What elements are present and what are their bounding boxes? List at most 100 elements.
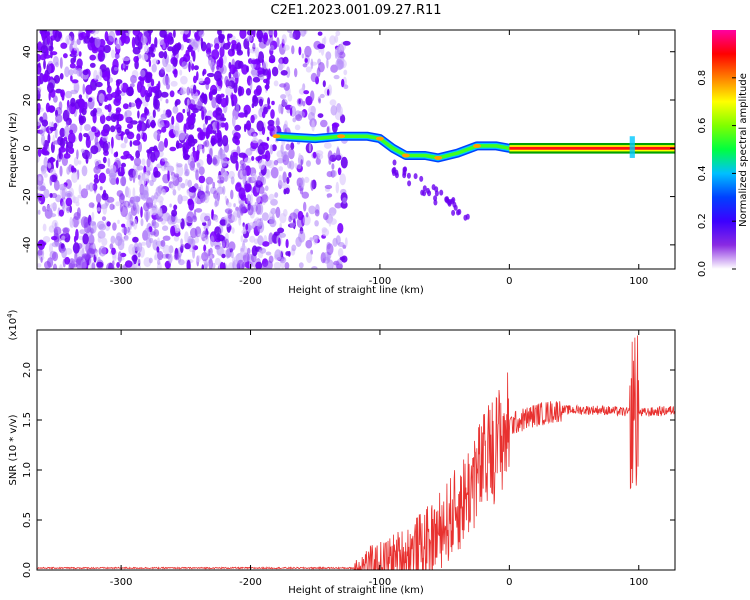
noise-blob xyxy=(344,237,348,247)
noise-blob xyxy=(302,100,306,107)
noise-blob xyxy=(291,244,297,252)
noise-blob xyxy=(93,177,100,184)
noise-blob xyxy=(150,151,156,163)
noise-blob xyxy=(84,101,88,110)
noise-blob xyxy=(241,64,249,75)
spectrogram-y-tick-label: -20 xyxy=(22,188,33,204)
noise-blob xyxy=(160,91,169,98)
noise-blob xyxy=(60,90,64,97)
noise-blob xyxy=(250,193,253,205)
noise-blob xyxy=(268,232,274,245)
noise-blob xyxy=(224,195,228,202)
noise-blob xyxy=(298,153,302,159)
noise-blob xyxy=(133,195,141,202)
noise-blob xyxy=(251,245,258,257)
noise-blob xyxy=(91,262,96,269)
noise-blob xyxy=(144,106,148,114)
noise-blob xyxy=(231,212,238,222)
noise-blob xyxy=(157,207,163,217)
noise-blob xyxy=(285,143,291,151)
noise-blob xyxy=(165,63,172,73)
noise-blob xyxy=(152,58,159,65)
noise-blob xyxy=(256,175,262,186)
noise-blob xyxy=(249,48,257,54)
noise-blob xyxy=(93,184,97,193)
noise-blob xyxy=(112,254,117,262)
noise-blob xyxy=(127,30,132,34)
noise-blob xyxy=(65,120,70,127)
noise-blob xyxy=(314,220,319,227)
noise-blob xyxy=(148,59,152,68)
noise-blob xyxy=(323,212,329,221)
noise-blob xyxy=(96,220,105,230)
noise-blob xyxy=(110,235,116,244)
noise-blob xyxy=(82,69,89,76)
noise-blob xyxy=(132,140,141,146)
noise-blob xyxy=(216,121,220,134)
noise-blob xyxy=(298,262,304,269)
snr-y-tick-label: 1.5 xyxy=(22,412,33,428)
noise-blob xyxy=(267,97,271,106)
noise-blob xyxy=(439,189,444,196)
noise-blob xyxy=(219,46,225,58)
noise-blob xyxy=(98,68,103,81)
noise-blob xyxy=(203,141,208,147)
noise-blob xyxy=(156,237,161,249)
noise-blob xyxy=(53,74,61,84)
noise-blob xyxy=(195,150,200,162)
noise-blob xyxy=(282,171,287,183)
noise-blob xyxy=(200,37,204,49)
noise-blob xyxy=(129,140,133,148)
noise-blob xyxy=(336,60,345,70)
noise-blob xyxy=(258,159,266,170)
noise-blob xyxy=(69,129,74,134)
noise-blob xyxy=(101,216,107,222)
noise-blob xyxy=(225,85,234,96)
noise-blob xyxy=(330,105,338,116)
noise-blob xyxy=(288,148,295,160)
noise-blob xyxy=(55,159,59,169)
noise-blob xyxy=(58,209,64,217)
noise-blob xyxy=(37,53,41,62)
snr-y-label: SNR (10 * v/v) xyxy=(8,414,19,485)
noise-blob xyxy=(96,207,101,212)
carrier-disturbance xyxy=(629,136,635,158)
snr-plot-area xyxy=(37,330,675,570)
noise-blob xyxy=(315,157,321,165)
noise-blob xyxy=(262,61,268,70)
noise-blob xyxy=(162,75,171,86)
noise-blob xyxy=(115,201,121,207)
noise-blob xyxy=(53,56,59,66)
noise-blob xyxy=(215,107,223,116)
noise-blob xyxy=(143,227,151,240)
noise-blob xyxy=(305,239,313,249)
noise-blob xyxy=(149,163,153,171)
noise-blob xyxy=(201,251,209,262)
noise-blob xyxy=(50,51,58,56)
noise-blob xyxy=(300,30,307,37)
noise-blob xyxy=(133,157,142,167)
noise-blob xyxy=(308,205,316,215)
noise-blob xyxy=(76,38,81,45)
noise-blob xyxy=(271,100,275,106)
noise-blob xyxy=(102,203,108,215)
noise-blob xyxy=(304,176,310,183)
noise-blob xyxy=(151,63,157,73)
noise-blob xyxy=(266,168,270,178)
noise-blob xyxy=(39,54,47,61)
noise-blob xyxy=(268,193,275,201)
noise-blob xyxy=(117,219,120,224)
noise-blob xyxy=(61,247,67,252)
noise-blob xyxy=(326,243,334,256)
noise-blob xyxy=(113,98,121,107)
noise-blob xyxy=(73,212,81,220)
noise-blob xyxy=(281,151,290,161)
signal-hotspot xyxy=(434,155,443,160)
noise-blob xyxy=(68,69,74,76)
noise-blob xyxy=(227,202,232,208)
noise-blob xyxy=(150,207,158,216)
noise-blob xyxy=(58,183,67,191)
noise-blob xyxy=(198,143,203,152)
noise-blob xyxy=(75,201,80,207)
noise-blob xyxy=(150,78,155,87)
